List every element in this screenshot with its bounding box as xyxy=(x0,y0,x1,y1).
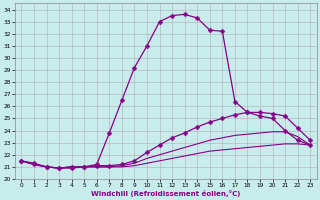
X-axis label: Windchill (Refroidissement éolien,°C): Windchill (Refroidissement éolien,°C) xyxy=(91,190,241,197)
